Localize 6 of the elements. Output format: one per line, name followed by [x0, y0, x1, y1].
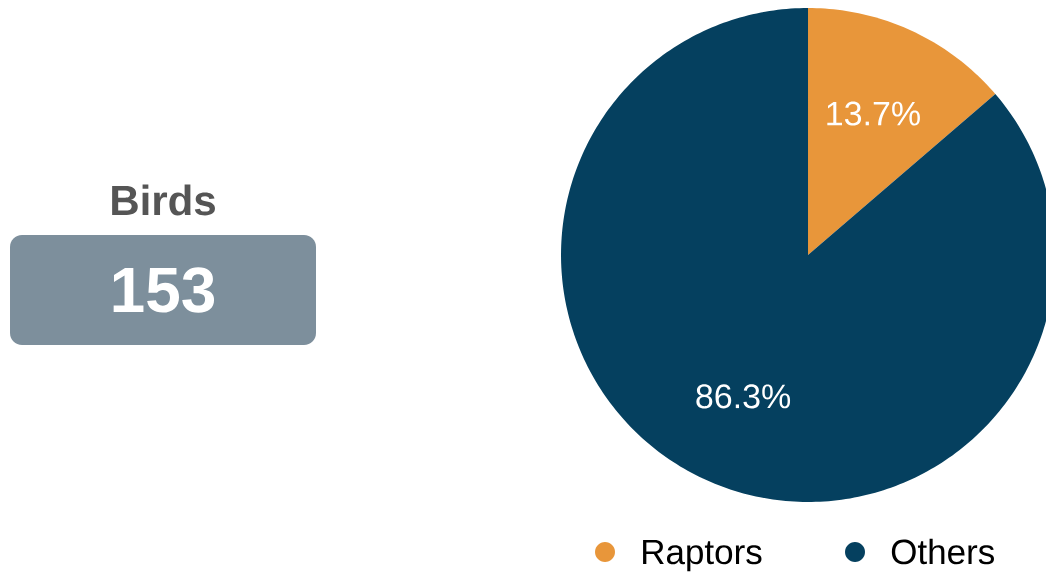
data-label: 86.3%: [696, 384, 791, 409]
legend-label: Raptors: [643, 539, 762, 572]
data-label: 13.7%: [827, 101, 920, 126]
text: Birds: [112, 184, 215, 216]
legend-label: Others: [891, 538, 994, 565]
text: 153: [113, 267, 215, 313]
